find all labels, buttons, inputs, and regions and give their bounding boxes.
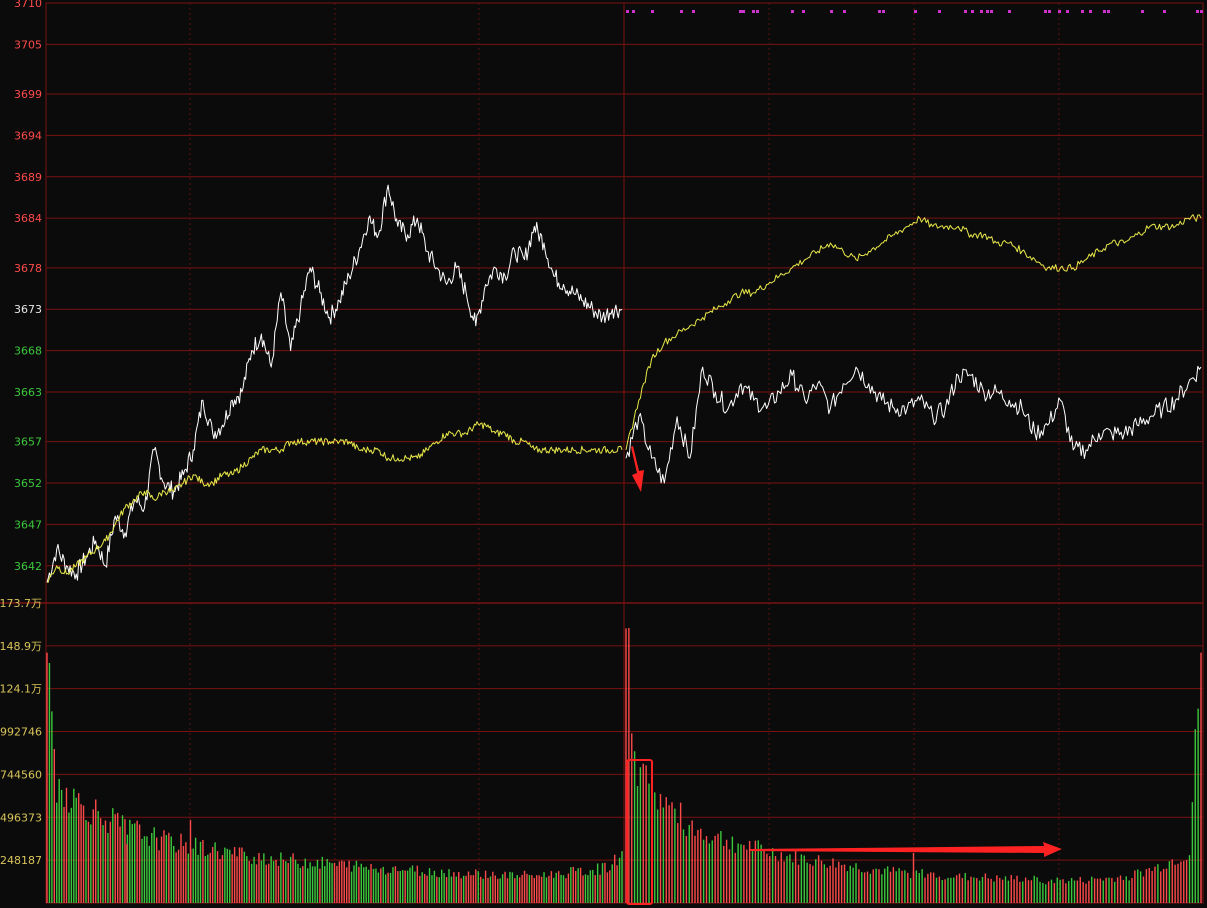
volume-bars [46,627,1202,903]
top-marker [802,10,805,13]
price-tick-label: 3647 [14,518,42,531]
red-down-arrow [631,446,644,492]
price-tick-label: 3678 [14,262,42,275]
average-line-session1 [46,421,623,583]
top-marker [632,10,635,13]
price-tick-label: 3642 [14,560,42,573]
top-marker [1141,10,1144,13]
top-marker [830,10,833,13]
volume-tick-label: 496373 [0,811,42,824]
price-tick-label: 3699 [14,88,42,101]
price-tick-label: 3673 [14,303,42,316]
price-tick-label: 3689 [14,171,42,184]
top-marker [1008,10,1011,13]
price-lines [46,184,1202,583]
volume-tick-label: 148.9万 [0,640,42,653]
top-marker [752,10,755,13]
top-marker [651,10,654,13]
price-axis: 3710 3705 3699 3694 3689 3684 3678 3673 3668 3663… [14,0,42,573]
red-highlight-box [626,759,653,905]
price-tick-label: 3652 [14,477,42,490]
top-marker [980,10,983,13]
top-marker [742,10,745,13]
top-marker [1044,10,1047,13]
volume-tick-label: 992746 [0,726,42,739]
volume-tick-label: 124.1万 [0,683,42,696]
top-marker [1081,10,1084,13]
top-marker [990,10,993,13]
price-tick-label: 3705 [14,38,42,51]
top-marker [878,10,881,13]
top-marker [1200,10,1203,13]
top-marker [1048,10,1051,13]
top-marker [1103,10,1106,13]
price-tick-label: 3694 [14,129,42,142]
top-markers [626,10,1203,13]
annotations [626,446,1062,905]
top-marker [986,10,989,13]
top-marker [756,10,759,13]
top-marker [1107,10,1110,13]
price-line-session1 [46,184,623,583]
top-marker [692,10,695,13]
top-marker [1196,10,1199,13]
price-tick-label: 3684 [14,212,42,225]
red-right-arrow [750,842,1062,857]
volume-tick-label: 744560 [0,768,42,781]
volume-tick-label: 248187 [0,854,42,867]
top-marker [914,10,917,13]
top-marker [739,10,742,13]
top-marker [791,10,794,13]
top-marker [882,10,885,13]
price-line-session2 [625,365,1202,484]
average-line-session2 [625,214,1202,450]
top-marker [680,10,683,13]
price-tick-label: 3663 [14,386,42,399]
top-marker [1163,10,1166,13]
top-marker [1058,10,1061,13]
top-marker [971,10,974,13]
price-tick-label: 3668 [14,345,42,358]
top-marker [626,10,629,13]
top-marker [843,10,846,13]
top-marker [938,10,941,13]
volume-axis: 173.7万 148.9万 124.1万 992746 744560 496373 2481… [0,597,42,867]
volume-tick-label: 173.7万 [0,597,42,610]
top-marker [1066,10,1069,13]
price-tick-label: 3710 [14,0,42,10]
top-marker [964,10,967,13]
price-tick-label: 3657 [14,436,42,449]
top-marker [1089,10,1092,13]
